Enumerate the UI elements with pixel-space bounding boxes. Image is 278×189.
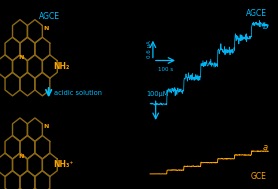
Text: NH₃⁺: NH₃⁺	[53, 160, 73, 169]
Text: AGCE: AGCE	[39, 12, 60, 21]
Text: b: b	[263, 22, 268, 31]
Text: GCE: GCE	[251, 172, 267, 181]
Text: 100μM: 100μM	[146, 91, 168, 97]
Text: NH₂: NH₂	[53, 62, 70, 71]
Text: N: N	[43, 124, 49, 129]
Text: N: N	[18, 153, 23, 159]
Text: N: N	[18, 55, 23, 60]
Text: a: a	[263, 143, 268, 152]
Text: 0.6 μA: 0.6 μA	[147, 40, 152, 58]
Text: N: N	[43, 26, 49, 31]
Text: AGCE: AGCE	[246, 9, 267, 19]
Text: 100 s: 100 s	[158, 67, 173, 72]
Text: acidic solution: acidic solution	[53, 90, 101, 96]
